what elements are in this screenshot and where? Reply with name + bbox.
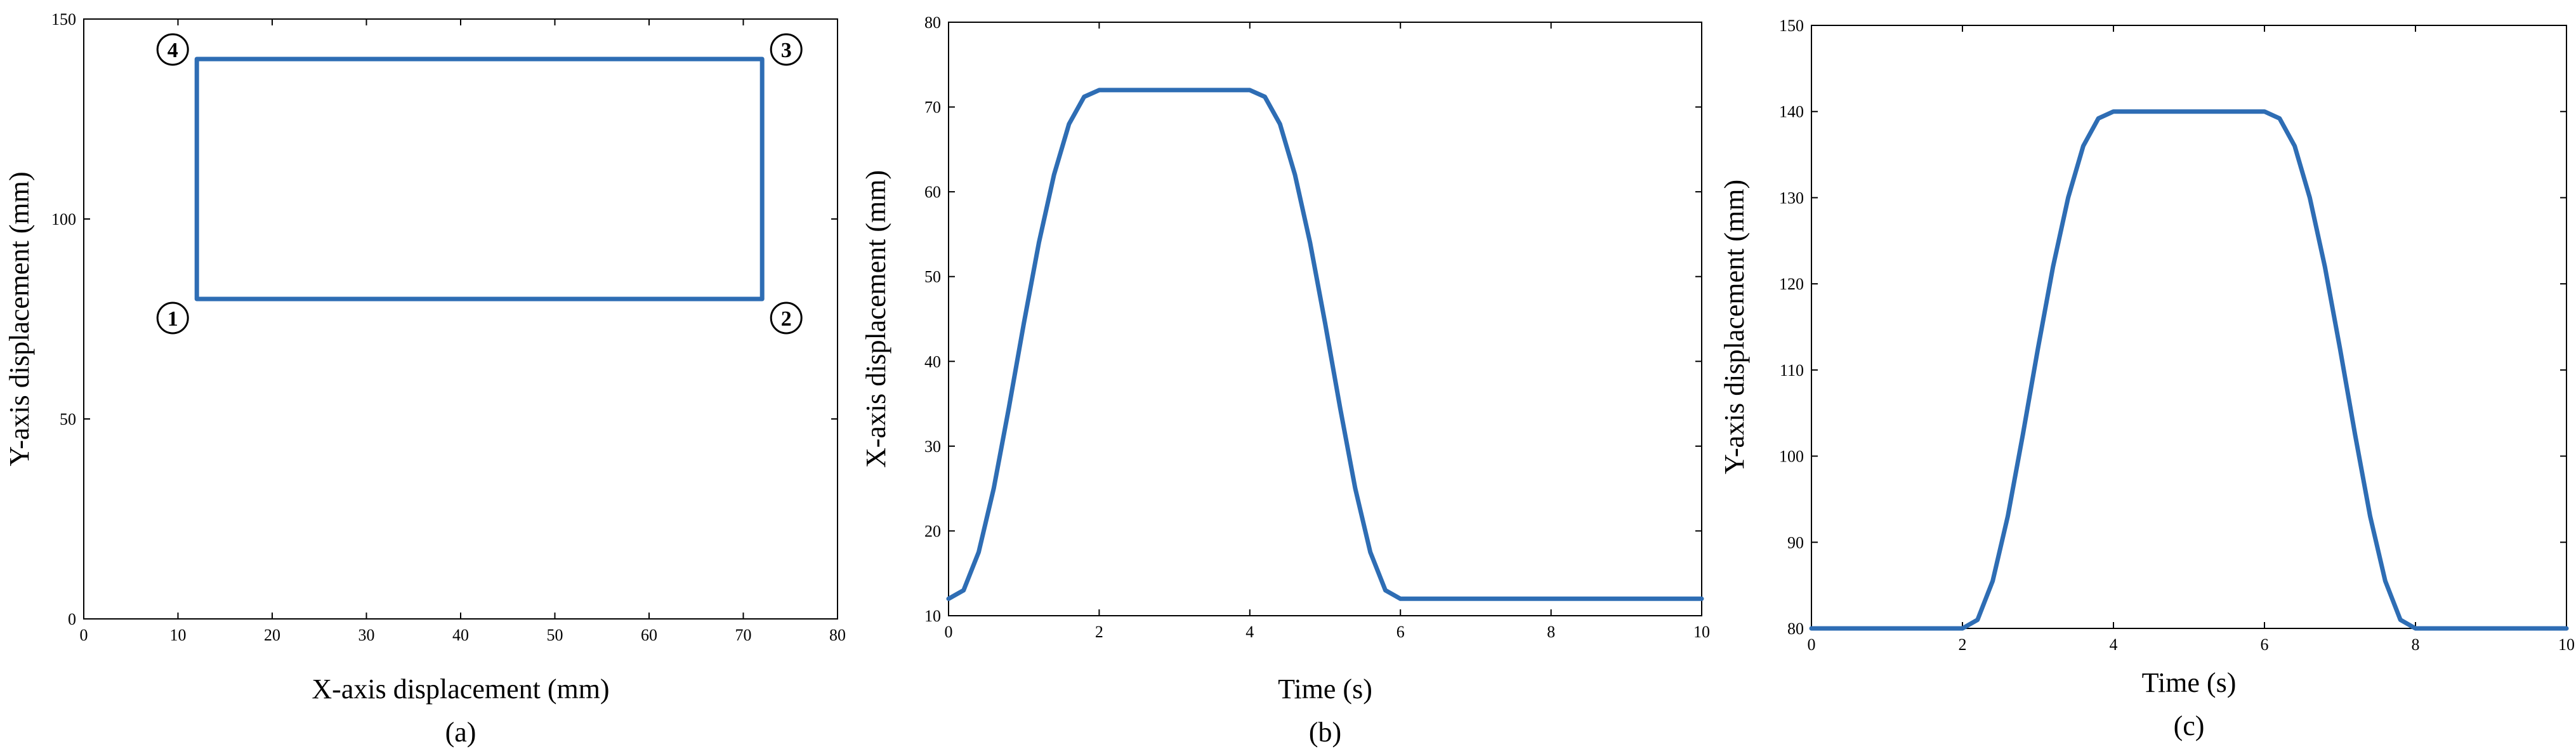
plot-frame-b [948,22,1702,616]
x-tick-label-c: 2 [1959,635,1967,654]
x-tick-label-a: 40 [452,626,469,644]
y-tick-label-c: 140 [1779,103,1804,121]
chart-panel-a: 0 10 20 30 40 50 60 70 80 0 50 100 150 X-axis displac… [4,10,846,748]
x-tick-label-b: 8 [1547,623,1555,641]
corner-marker-label: 1 [168,307,178,331]
y-tick-label-c: 120 [1779,275,1804,293]
corner-marker-label: 2 [781,307,792,331]
x-tick-label-b: 2 [1095,623,1103,641]
series-line-c [1809,109,2569,631]
x-tick-label-a: 70 [735,626,752,644]
y-axis-label-b: X-axis displacement (mm) [860,170,891,468]
corner-marker-label: 3 [781,39,792,62]
y-tick-label-a: 50 [60,410,76,428]
y-axis-label-c: Y-axis displacement (mm) [1719,180,1750,474]
y-tick-label-b: 10 [924,607,941,625]
corner-marker-label: 4 [168,39,178,62]
y-tick-label-b: 60 [924,183,941,201]
y-tick-label-b: 20 [924,522,941,540]
x-tick-label-a: 80 [829,626,846,644]
series-line-a [194,56,765,302]
y-tick-label-c: 110 [1780,361,1804,380]
panel-caption-c: (c) [2174,710,2205,741]
y-tick-label-b: 30 [924,437,941,456]
x-tick-label-b: 4 [1245,623,1254,641]
x-axis-label-c: Time (s) [2142,667,2237,698]
x-tick-label-c: 6 [2261,635,2269,654]
x-tick-label-c: 4 [2110,635,2118,654]
corner-marker-3 [770,33,803,66]
x-tick-label-a: 20 [264,626,280,644]
x-tick-label-a: 10 [170,626,187,644]
y-tick-label-c: 90 [1787,533,1804,552]
x-tick-label-c: 8 [2412,635,2420,654]
panel-caption-b: (b) [1309,717,1341,748]
x-tick-label-a: 60 [641,626,657,644]
x-tick-label-c: 0 [1808,635,1816,654]
y-tick-label-b: 50 [924,268,941,286]
x-tick-label-a: 50 [547,626,563,644]
corner-marker-2 [770,302,803,335]
corner-marker-1 [156,302,189,335]
x-tick-label-b: 0 [945,623,953,641]
chart-panel-b: 0 2 4 6 8 10 10 20 30 40 50 60 70 80 Time (s) X-axis di… [860,13,1710,748]
panel-caption-a: (a) [445,717,476,748]
y-tick-label-a: 150 [51,10,76,29]
x-tick-label-a: 0 [80,626,88,644]
y-tick-label-c: 150 [1779,17,1804,35]
x-tick-label-a: 30 [358,626,375,644]
y-tick-label-a: 0 [68,610,76,628]
x-tick-label-b: 10 [1693,623,1710,641]
chart-panel-c: 0 2 4 6 8 10 80 90 100 110 120 130 140 150 Time (s) Y-a… [1719,17,2575,741]
corner-marker-4 [156,33,189,66]
y-tick-label-c: 100 [1779,448,1804,466]
y-tick-label-c: 130 [1779,189,1804,207]
y-tick-label-a: 100 [51,210,76,229]
x-tick-label-b: 6 [1396,623,1405,641]
y-tick-label-b: 70 [924,98,941,117]
plot-frame-c [1811,25,2567,629]
x-tick-label-c: 10 [2558,635,2575,654]
x-axis-label-b: Time (s) [1278,673,1372,705]
y-axis-label-a: Y-axis displacement (mm) [4,171,35,466]
y-tick-label-b: 80 [924,13,941,32]
y-tick-label-c: 80 [1787,620,1804,638]
series-line-b [946,88,1704,601]
y-tick-label-b: 40 [924,352,941,371]
x-axis-label-a: X-axis displacement (mm) [312,673,609,705]
